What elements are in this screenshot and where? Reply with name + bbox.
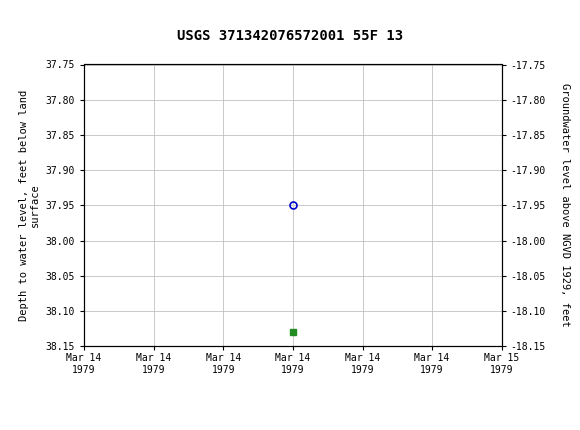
Y-axis label: Groundwater level above NGVD 1929, feet: Groundwater level above NGVD 1929, feet — [560, 83, 570, 327]
Text: ≡: ≡ — [7, 6, 26, 26]
Y-axis label: Depth to water level, feet below land
surface: Depth to water level, feet below land su… — [19, 90, 40, 321]
Text: USGS 371342076572001 55F 13: USGS 371342076572001 55F 13 — [177, 29, 403, 43]
Text: USGS: USGS — [32, 7, 87, 25]
